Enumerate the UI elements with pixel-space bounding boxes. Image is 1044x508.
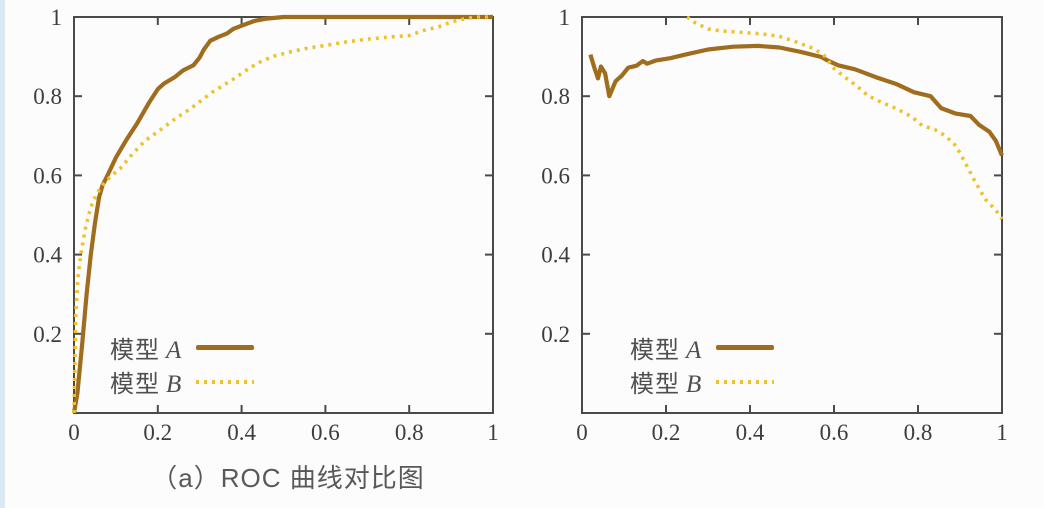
model-a-curve: [588, 43, 1004, 157]
legend-item-model-a: 模型 A: [110, 334, 255, 364]
y-tick-label: 0.8: [33, 84, 62, 109]
y-tick-label: 0.6: [33, 163, 62, 188]
pr-legend: 模型 A 模型 B: [630, 334, 775, 398]
x-tick-label: 0.2: [143, 420, 172, 445]
model-a-line-sample: [716, 345, 775, 350]
x-tick-label: 0.4: [736, 420, 765, 445]
legend-letter-b: B: [166, 371, 183, 398]
model-a-line-sample: [196, 345, 255, 350]
y-tick-label: 0.2: [541, 322, 570, 347]
x-tick-label: 0.2: [652, 420, 681, 445]
legend-letter-a: A: [686, 337, 703, 364]
roc-chart-figure: 0 0.2 0.4 0.6 0.8 1 0.2 0.4 0.6 0.8 1 模型 A 模型 B （a）R…: [33, 5, 499, 493]
x-tick-label: 0: [68, 420, 80, 445]
y-tick-label: 0.6: [541, 163, 570, 188]
legend-label-model-a: 模型: [630, 337, 680, 364]
x-tick-label: 0.8: [395, 420, 424, 445]
model-b-curve: [72, 15, 493, 414]
x-tick-label: 1: [996, 420, 1008, 445]
y-tick-label: 0.8: [541, 84, 570, 109]
y-tick-label: 0.2: [33, 322, 62, 347]
model-b-line-sample: [196, 379, 255, 384]
x-tick-label: 1: [487, 420, 499, 445]
model-b-curve: [685, 15, 1004, 221]
roc-legend: 模型 A 模型 B: [110, 334, 255, 398]
roc-chart-caption: （a）ROC 曲线对比图: [151, 463, 425, 493]
x-tick-label: 0.6: [311, 420, 340, 445]
legend-item-model-b: 模型 B: [110, 368, 255, 398]
pr-chart-figure: 00.20.40.60.810.20.40.60.81 模型A 模型B （b）P…: [522, 0, 1044, 508]
legend-label-model-b: 模型: [110, 371, 160, 398]
plot-border: [581, 16, 1003, 414]
model-a-curve: [71, 14, 493, 414]
x-tick-label: 0.6: [820, 420, 849, 445]
x-tick-label: 0.4: [227, 420, 256, 445]
legend-item-model-b: 模型 B: [630, 368, 775, 398]
y-tick-label: 0.4: [33, 243, 62, 268]
x-tick-label: 0: [576, 420, 588, 445]
legend-letter-a: A: [166, 337, 183, 364]
legend-label-model-a: 模型: [110, 337, 160, 364]
legend-label-model-b: 模型: [630, 371, 680, 398]
y-tick-label: 0.4: [541, 243, 570, 268]
legend-item-model-a: 模型 A: [630, 334, 775, 364]
y-tick-label: 1: [51, 5, 63, 30]
legend-letter-b: B: [686, 371, 703, 398]
y-tick-label: 1: [559, 5, 571, 30]
roc-plot: 0 0.2 0.4 0.6 0.8 1 0.2 0.4 0.6 0.8 1: [33, 5, 499, 445]
model-b-line-sample: [716, 379, 775, 384]
x-tick-label: 0.8: [904, 420, 933, 445]
pr-plot: 0 0.2 0.4 0.6 0.8 1 0.2 0.4 0.6 0.8 1: [541, 5, 1008, 445]
page-edge-strip: [0, 0, 5, 508]
